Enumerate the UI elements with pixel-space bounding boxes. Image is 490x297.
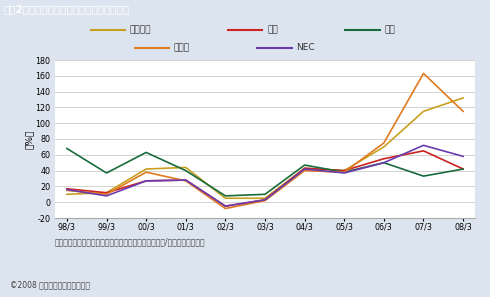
Text: 図表2：キャッシュフローカバレッジの推移: 図表2：キャッシュフローカバレッジの推移 [4,4,130,14]
Text: NEC: NEC [296,43,315,53]
Text: 日立: 日立 [385,26,395,34]
Y-axis label: （%）: （%） [24,129,34,149]
Text: 三菱電機: 三菱電機 [130,26,151,34]
Text: 富士通: 富士通 [174,43,190,53]
Text: 東芝: 東芝 [267,26,278,34]
Text: ©2008 スタンダード＆プアーズ: ©2008 スタンダード＆プアーズ [10,280,90,289]
Text: キャッシュフローカバレッジ：営業キャッシュフロー/純有利子負債総額: キャッシュフローカバレッジ：営業キャッシュフロー/純有利子負債総額 [55,237,206,246]
